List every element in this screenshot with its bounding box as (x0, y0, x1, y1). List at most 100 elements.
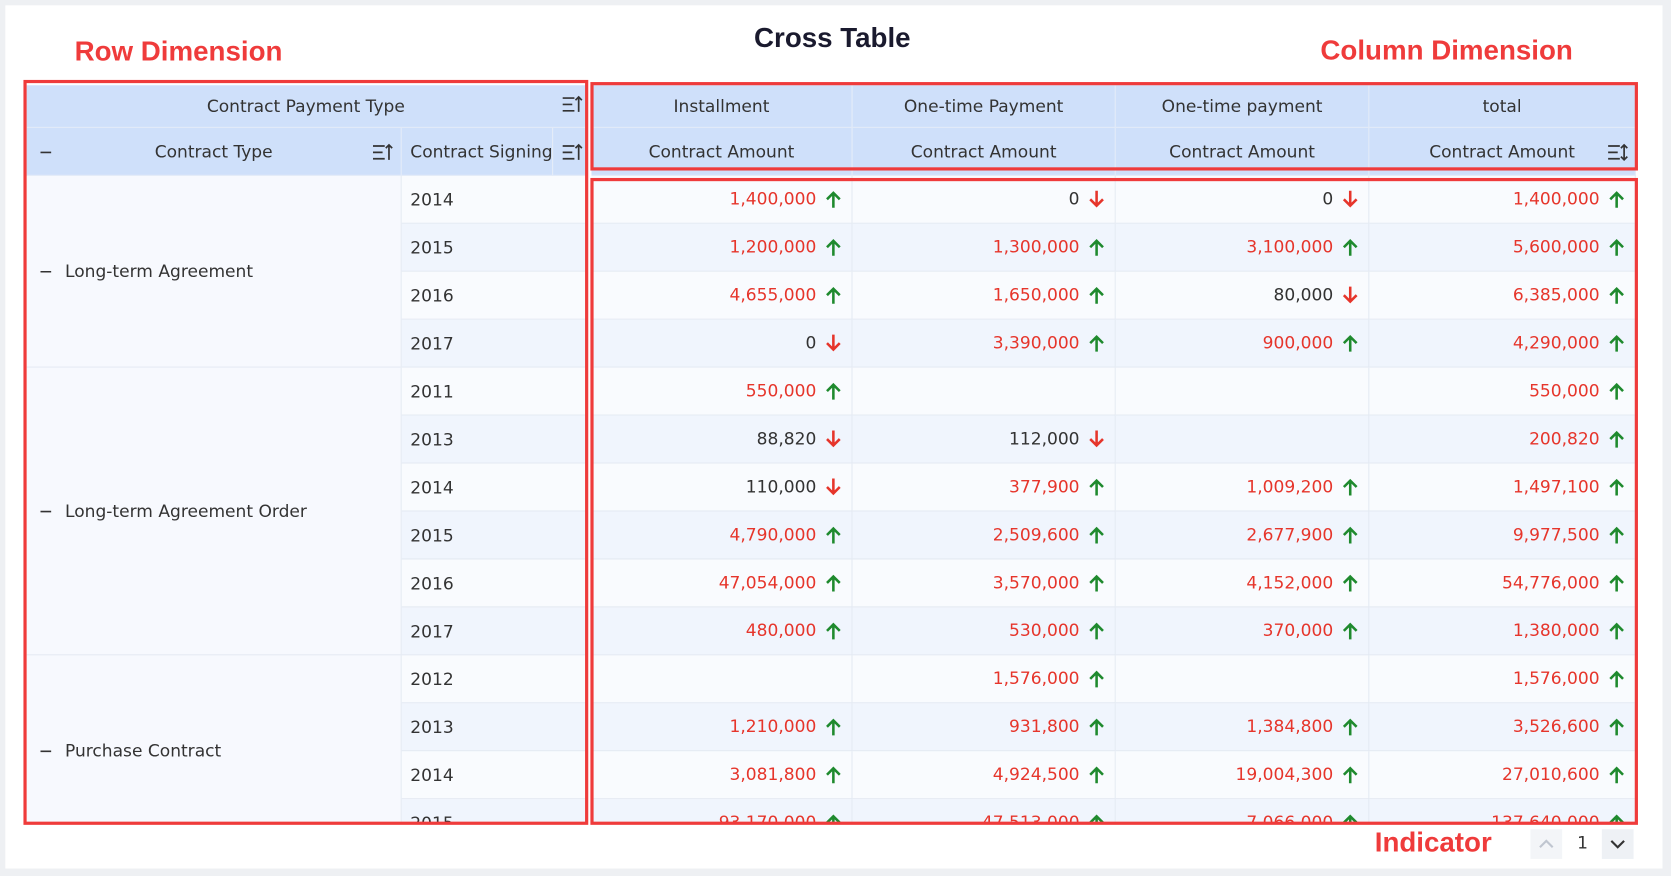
cell-value: 4,790,000 (729, 524, 817, 545)
cell-value: 137,640,000 (1491, 812, 1600, 823)
collapse-button[interactable] (38, 744, 53, 759)
cell-value: 2,677,900 (1246, 524, 1334, 545)
trend-arrow (1342, 526, 1358, 544)
highlight-box (590, 82, 1638, 171)
value-cell: 0 (1115, 175, 1370, 224)
cell-value: 3,526,600 (1512, 716, 1600, 737)
trend-arrow (1342, 334, 1358, 352)
collapse-button[interactable] (38, 145, 53, 160)
cell-value: 3,081,800 (729, 764, 817, 785)
cell-value: 47,054,000 (718, 572, 817, 593)
value-cell: 112,000 (852, 415, 1116, 464)
sort-button[interactable] (562, 143, 583, 162)
value-cell: 110,000 (591, 463, 853, 512)
value-cell: 0 (591, 319, 853, 368)
trend-arrow (1342, 286, 1358, 304)
row-label-cell: 2015 (401, 223, 587, 272)
trend-arrow (1089, 718, 1104, 736)
trend-arrow (1609, 670, 1624, 688)
value-cell: 1,380,000 (1369, 607, 1636, 656)
highlight-box (23, 79, 589, 825)
cell-value: 0 (1068, 188, 1080, 209)
trend-arrow (1089, 478, 1104, 496)
cell-value: 1,200,000 (729, 236, 817, 257)
value-cell: 19,004,300 (1115, 751, 1370, 800)
cell-value: 6,385,000 (1512, 284, 1600, 305)
trend-arrow (1609, 382, 1624, 400)
page-number: 1 (1577, 832, 1588, 853)
row-group-cell: Long-term Agreement (26, 175, 402, 368)
cell-value: 3,570,000 (992, 572, 1080, 593)
trend-arrow (1609, 430, 1624, 448)
value-cell: 5,600,000 (1369, 223, 1636, 272)
cell-value: 200,820 (1529, 428, 1600, 449)
trend-arrow (1089, 286, 1104, 304)
sort-button[interactable] (562, 95, 583, 114)
trend-arrow (826, 814, 841, 823)
cell-value: 550,000 (745, 380, 817, 401)
cell-value: 1,400,000 (729, 188, 817, 209)
page-prev-button[interactable] (1530, 829, 1563, 859)
value-cell: 550,000 (591, 367, 853, 416)
value-cell: 47,054,000 (591, 559, 853, 608)
cell-value: 1,650,000 (992, 284, 1080, 305)
value-cell: 530,000 (852, 607, 1116, 656)
value-cell: 0 (852, 175, 1116, 224)
trend-arrow (1609, 526, 1624, 544)
row-group-cell: Long-term Agreement Order (26, 367, 402, 656)
trend-arrow (1089, 239, 1104, 256)
trend-arrow (1089, 574, 1104, 592)
trend-arrow (1089, 190, 1104, 208)
cell-value: 4,290,000 (1512, 332, 1600, 353)
trend-arrow (1089, 670, 1104, 688)
trend-arrow (1089, 430, 1104, 448)
cell-value: 5,600,000 (1512, 236, 1600, 257)
cell-value: 80,000 (1273, 284, 1334, 305)
cell-value: 112,000 (1009, 428, 1080, 449)
value-cell: 27,010,600 (1369, 751, 1636, 800)
annotation: Row Dimension (74, 35, 283, 68)
value-cell (852, 367, 1116, 416)
trend-arrow (826, 526, 841, 544)
value-cell: 1,300,000 (852, 223, 1116, 272)
collapse-button[interactable] (38, 504, 53, 519)
cell-value: 93,170,000 (718, 812, 817, 823)
row-dimension-header: Contract Signing Date (401, 127, 554, 176)
header-gap (586, 85, 592, 176)
trend-arrow (1342, 766, 1358, 784)
cell-value: 370,000 (1262, 620, 1334, 641)
column-dimension-header: Contract Payment Type (26, 85, 587, 128)
trend-arrow (1609, 718, 1624, 736)
trend-arrow (826, 574, 841, 592)
cell-value: 2,509,600 (992, 524, 1080, 545)
collapse-button[interactable] (38, 264, 53, 279)
column-header: One-time Payment (852, 85, 1116, 128)
trend-arrow (1342, 574, 1358, 592)
trend-arrow (1609, 814, 1624, 823)
cell-value: 19,004,300 (1235, 764, 1334, 785)
cell-value: 1,009,200 (1246, 476, 1334, 497)
trend-arrow (1089, 766, 1104, 784)
value-cell: 377,900 (852, 463, 1116, 512)
value-cell: 1,576,000 (1369, 655, 1636, 704)
annotation: Column Dimension (1320, 34, 1573, 67)
value-cell: 4,790,000 (591, 511, 853, 560)
row-label-cell: 2014 (401, 751, 587, 800)
trend-arrow (1609, 574, 1624, 592)
value-cell: 2,677,900 (1115, 511, 1370, 560)
value-cell (1115, 655, 1370, 704)
value-cell: 1,384,800 (1115, 703, 1370, 752)
sort-button[interactable] (1607, 143, 1628, 162)
trend-arrow (1089, 526, 1104, 544)
row-label-cell: 2014 (401, 175, 587, 224)
cell-value: 9,977,500 (1512, 524, 1600, 545)
trend-arrow (1342, 190, 1358, 208)
sort-button[interactable] (372, 143, 393, 162)
trend-arrow (826, 334, 841, 352)
page-next-button[interactable] (1601, 829, 1634, 859)
value-cell: 900,000 (1115, 319, 1370, 368)
row-label-cell: 2013 (401, 703, 587, 752)
row-label-cell: 2016 (401, 559, 587, 608)
cell-value: 4,152,000 (1246, 572, 1334, 593)
